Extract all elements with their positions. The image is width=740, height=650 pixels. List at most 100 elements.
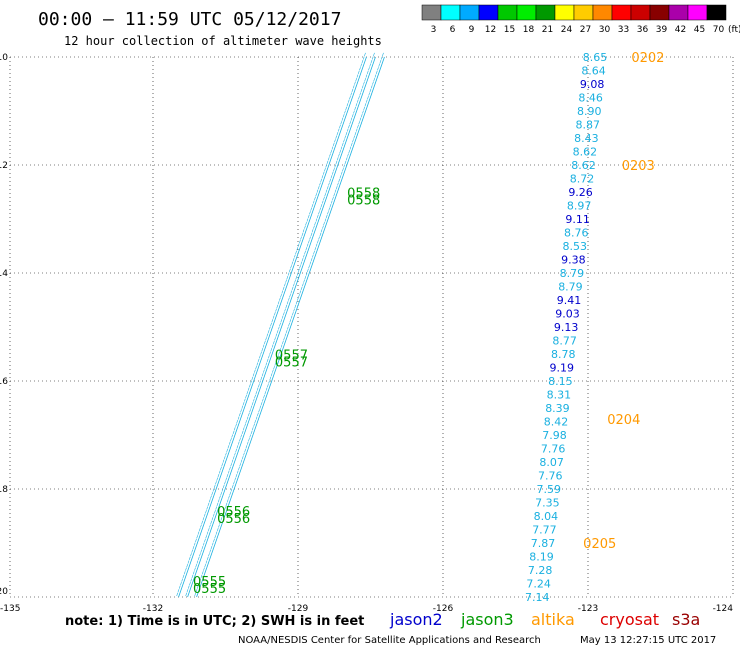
- jason3-track-mark: –: [249, 397, 259, 404]
- jason3-track-mark: –: [318, 224, 328, 231]
- jason3-track-mark: –: [227, 433, 237, 440]
- jason3-track-mark: –: [287, 285, 297, 292]
- altika-time-label: 0203: [622, 159, 655, 174]
- jason3-track-mark: –: [208, 487, 218, 494]
- jason3-track-mark: –: [223, 497, 233, 504]
- jason3-track-line: [196, 56, 385, 598]
- jason3-track-mark: –: [310, 245, 320, 252]
- jason3-track-mark: –: [340, 134, 350, 141]
- jason3-track-mark: –: [256, 400, 266, 407]
- jason3-track-mark: –: [322, 159, 332, 166]
- jason3-track-mark: –: [193, 555, 203, 562]
- legend-entry-altika: altika: [531, 610, 575, 629]
- jason3-track-mark: –: [289, 281, 299, 288]
- altika-swh-value: 9.19: [550, 362, 575, 375]
- legend-entry-jason2: jason2: [389, 610, 443, 629]
- jason3-track-mark: –: [231, 447, 241, 454]
- altika-swh-value: 8.87: [576, 119, 601, 132]
- jason3-track-mark: –: [267, 317, 277, 324]
- jason3-track-mark: –: [365, 87, 375, 94]
- color-swatch: [535, 4, 556, 21]
- jason3-track-mark: –: [326, 173, 336, 180]
- jason3-track-mark: –: [224, 469, 234, 476]
- jason3-track-mark: –: [355, 116, 365, 123]
- jason3-track-mark: –: [200, 537, 210, 544]
- jason3-track-mark: –: [241, 443, 251, 450]
- jason3-track-mark: –: [241, 393, 251, 400]
- x-tick-label: -126: [433, 604, 454, 614]
- jason3-track-mark: –: [260, 364, 270, 371]
- jason3-track-mark: –: [203, 501, 213, 508]
- jason3-track-mark: –: [307, 227, 317, 234]
- jason3-track-mark: –: [311, 242, 321, 249]
- jason3-track-mark: –: [220, 479, 230, 486]
- jason3-track-mark: –: [236, 407, 246, 414]
- jason3-track-mark: –: [355, 91, 365, 98]
- jason3-track-mark: –: [360, 101, 370, 108]
- jason3-track-mark: –: [187, 573, 197, 580]
- jason3-track-mark: –: [191, 537, 201, 544]
- jason3-track-mark: –: [256, 375, 266, 382]
- jason3-track-mark: –: [304, 238, 314, 245]
- jason3-track-mark: –: [326, 199, 336, 206]
- jason3-time-label: 0558: [347, 193, 380, 208]
- jason3-track-mark: –: [351, 76, 361, 83]
- jason3-track-mark: –: [199, 566, 209, 573]
- jason3-track-mark: –: [232, 418, 242, 425]
- color-swatch: [706, 4, 727, 21]
- altika-swh-value: 8.53: [563, 240, 588, 253]
- jason3-track-mark: –: [246, 429, 256, 436]
- jason3-track-mark: –: [268, 314, 278, 321]
- jason3-track-mark: –: [211, 479, 221, 486]
- jason3-track-mark: –: [243, 386, 253, 393]
- jason3-track-mark: –: [217, 487, 227, 494]
- jason3-track-mark: –: [321, 213, 331, 220]
- jason3-track-mark: –: [192, 584, 202, 591]
- jason3-track-mark: –: [215, 494, 225, 501]
- jason3-track-mark: –: [219, 508, 229, 515]
- altika-swh-value: 8.19: [529, 551, 554, 564]
- jason3-track-mark: –: [282, 274, 292, 281]
- jason3-track-mark: –: [353, 123, 363, 130]
- color-scale-label: 33: [618, 25, 629, 35]
- color-scale-label: 3: [431, 25, 437, 35]
- jason3-track-mark: –: [310, 220, 320, 227]
- color-scale-unit: (ft): [728, 25, 740, 35]
- jason3-track-mark: –: [233, 415, 243, 422]
- jason3-track-mark: –: [366, 58, 376, 65]
- jason3-track-mark: –: [316, 202, 326, 209]
- color-scale-label: 30: [599, 25, 611, 35]
- jason3-track-mark: –: [197, 569, 207, 576]
- jason3-track-mark: –: [325, 202, 335, 209]
- altika-swh-value: 8.78: [551, 348, 576, 361]
- jason3-track-mark: –: [204, 551, 214, 558]
- jason3-track-mark: –: [276, 292, 286, 299]
- jason3-track-mark: –: [321, 188, 331, 195]
- jason3-track-mark: –: [354, 94, 364, 101]
- jason3-track-mark: –: [339, 163, 349, 170]
- jason3-track-mark: –: [329, 191, 339, 198]
- jason3-track-mark: –: [294, 292, 304, 299]
- jason3-track-mark: –: [336, 119, 346, 126]
- jason3-track-mark: –: [248, 371, 258, 378]
- altika-swh-value: 8.46: [578, 92, 603, 105]
- jason3-track-mark: –: [245, 407, 255, 414]
- jason3-track-mark: –: [196, 573, 206, 580]
- jason3-track-mark: –: [236, 458, 246, 465]
- jason3-track-mark: –: [289, 307, 299, 314]
- jason3-track-mark: –: [229, 454, 239, 461]
- jason3-track-mark: –: [359, 105, 369, 112]
- jason3-track-mark: –: [319, 220, 329, 227]
- jason3-track-mark: –: [183, 559, 193, 566]
- jason3-track-mark: –: [336, 145, 346, 152]
- jason3-track-mark: –: [320, 166, 330, 173]
- footer-note: note: 1) Time is in UTC; 2) SWH is in fe…: [65, 614, 364, 629]
- jason3-track-mark: –: [251, 364, 261, 371]
- color-scale-label: 36: [637, 25, 649, 35]
- jason3-track-mark: –: [370, 73, 380, 80]
- jason3-track-mark: –: [360, 51, 370, 58]
- jason3-track-mark: –: [255, 379, 265, 386]
- jason3-track-mark: –: [221, 501, 231, 508]
- altika-swh-value: 8.72: [570, 173, 595, 186]
- jason3-track-mark: –: [275, 346, 285, 353]
